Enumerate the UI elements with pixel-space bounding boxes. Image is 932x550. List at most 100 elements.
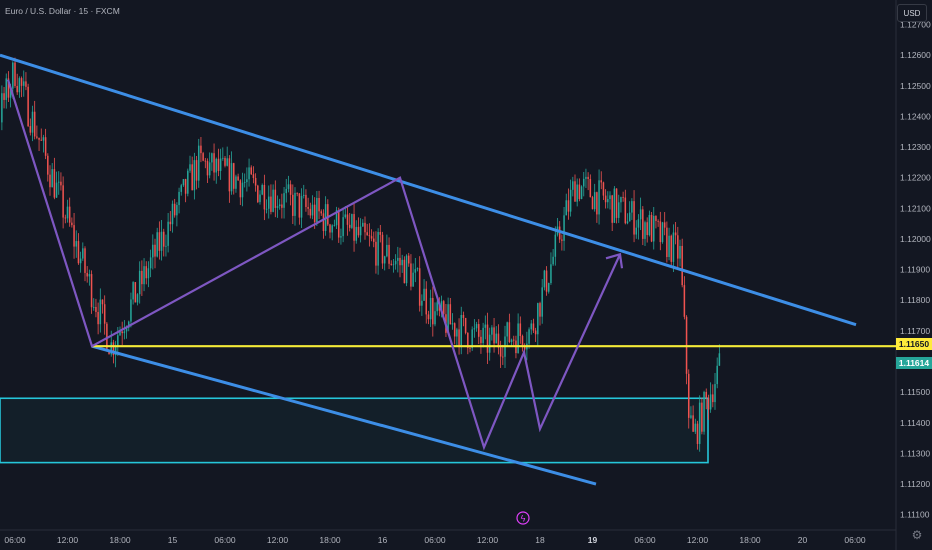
candle-body — [222, 157, 224, 159]
candle-body — [335, 210, 338, 226]
candle-body — [357, 226, 360, 236]
candle-body — [162, 231, 165, 247]
y-tick-label: 1.12000 — [900, 234, 931, 244]
x-tick-label: 16 — [378, 535, 388, 545]
demand-zone — [0, 397, 709, 464]
candle-body — [644, 222, 646, 239]
x-tick-label: 06:00 — [214, 535, 236, 545]
candle-body — [298, 193, 301, 218]
candle-body — [31, 111, 34, 133]
candle-body — [679, 245, 681, 259]
candle-body — [331, 225, 333, 233]
candle-body — [414, 269, 417, 273]
candle-body — [423, 288, 425, 301]
candle-body — [631, 201, 633, 213]
y-tick-label: 1.12500 — [900, 81, 931, 91]
candle-body — [272, 189, 274, 212]
candle-body — [73, 225, 75, 247]
candle-body — [462, 315, 465, 318]
candle-body — [5, 78, 8, 100]
candle-body — [469, 347, 471, 349]
candle-body — [480, 336, 482, 344]
candle-body — [567, 200, 570, 212]
candle-body — [99, 299, 102, 325]
candle-body — [154, 244, 156, 257]
candle-body — [397, 257, 399, 261]
candle-body — [375, 241, 377, 266]
candle-body — [464, 317, 467, 333]
candle-body — [267, 196, 270, 209]
candle-body — [348, 224, 351, 228]
candle-body — [68, 206, 71, 223]
candle-body — [224, 157, 226, 166]
candle-body — [521, 336, 524, 347]
candle-body — [659, 221, 662, 243]
x-tick-label: 18:00 — [109, 535, 131, 545]
candle-body — [687, 373, 690, 418]
candle-body — [635, 227, 638, 235]
candle-body — [482, 327, 484, 344]
x-tick-label: 15 — [168, 535, 178, 545]
candle-body — [252, 174, 255, 178]
y-tick-label: 1.12700 — [900, 20, 931, 30]
candle-body — [554, 234, 557, 257]
candle-body — [204, 160, 207, 162]
candle-body — [508, 322, 511, 343]
candle-body — [307, 206, 309, 209]
candle-body — [25, 81, 27, 87]
candle-body — [243, 182, 246, 183]
y-tick-label: 1.12400 — [900, 111, 931, 121]
candle-body — [29, 126, 32, 133]
candle-body — [499, 347, 502, 357]
candle-body — [477, 324, 480, 337]
currency-button[interactable]: USD — [897, 4, 927, 22]
candle-body — [558, 226, 561, 240]
y-tick-label: 1.12100 — [900, 203, 931, 213]
candle-body — [690, 415, 692, 418]
candle-body — [259, 194, 261, 203]
candle-body — [386, 244, 388, 257]
candle-body — [66, 206, 69, 219]
y-tick-label: 1.12600 — [900, 50, 931, 60]
candle-body — [493, 327, 495, 344]
candle-body — [246, 179, 248, 183]
candle-body — [486, 324, 489, 353]
candle-body — [206, 161, 209, 176]
candle-body — [475, 324, 478, 329]
candle-body — [545, 270, 548, 292]
candle-body — [532, 323, 535, 331]
candle-body — [219, 158, 222, 171]
candle-body — [534, 330, 537, 335]
x-tick-label: 19 — [588, 535, 598, 545]
candle-body — [388, 244, 390, 264]
candle-body — [403, 259, 406, 284]
candle-body — [296, 192, 298, 194]
candle-body — [114, 346, 117, 356]
candle-body — [327, 204, 329, 225]
gear-icon[interactable]: ⚙ — [911, 528, 923, 542]
candle-body — [523, 346, 526, 350]
candle-body — [337, 210, 340, 238]
candle-body — [596, 192, 598, 215]
candle-body — [561, 239, 563, 241]
candle-body — [449, 304, 452, 325]
candle-body — [703, 391, 705, 432]
price-label: 1.11650 — [896, 338, 932, 351]
candle-body — [633, 201, 635, 235]
candle-body — [506, 322, 508, 337]
candle-body — [53, 169, 56, 198]
candle-body — [714, 384, 716, 403]
candle-body — [241, 182, 244, 198]
candle-body — [530, 323, 533, 330]
candle-body — [182, 179, 185, 186]
symbol-title: Euro / U.S. Dollar · 15 · FXCM — [5, 6, 120, 16]
candle-body — [447, 304, 449, 333]
candle-body — [123, 331, 126, 334]
candle-body — [471, 329, 473, 348]
candle-body — [598, 180, 600, 215]
candle-body — [701, 402, 703, 432]
candle-body — [320, 211, 323, 214]
candle-body — [440, 301, 443, 311]
candle-body — [95, 306, 97, 313]
